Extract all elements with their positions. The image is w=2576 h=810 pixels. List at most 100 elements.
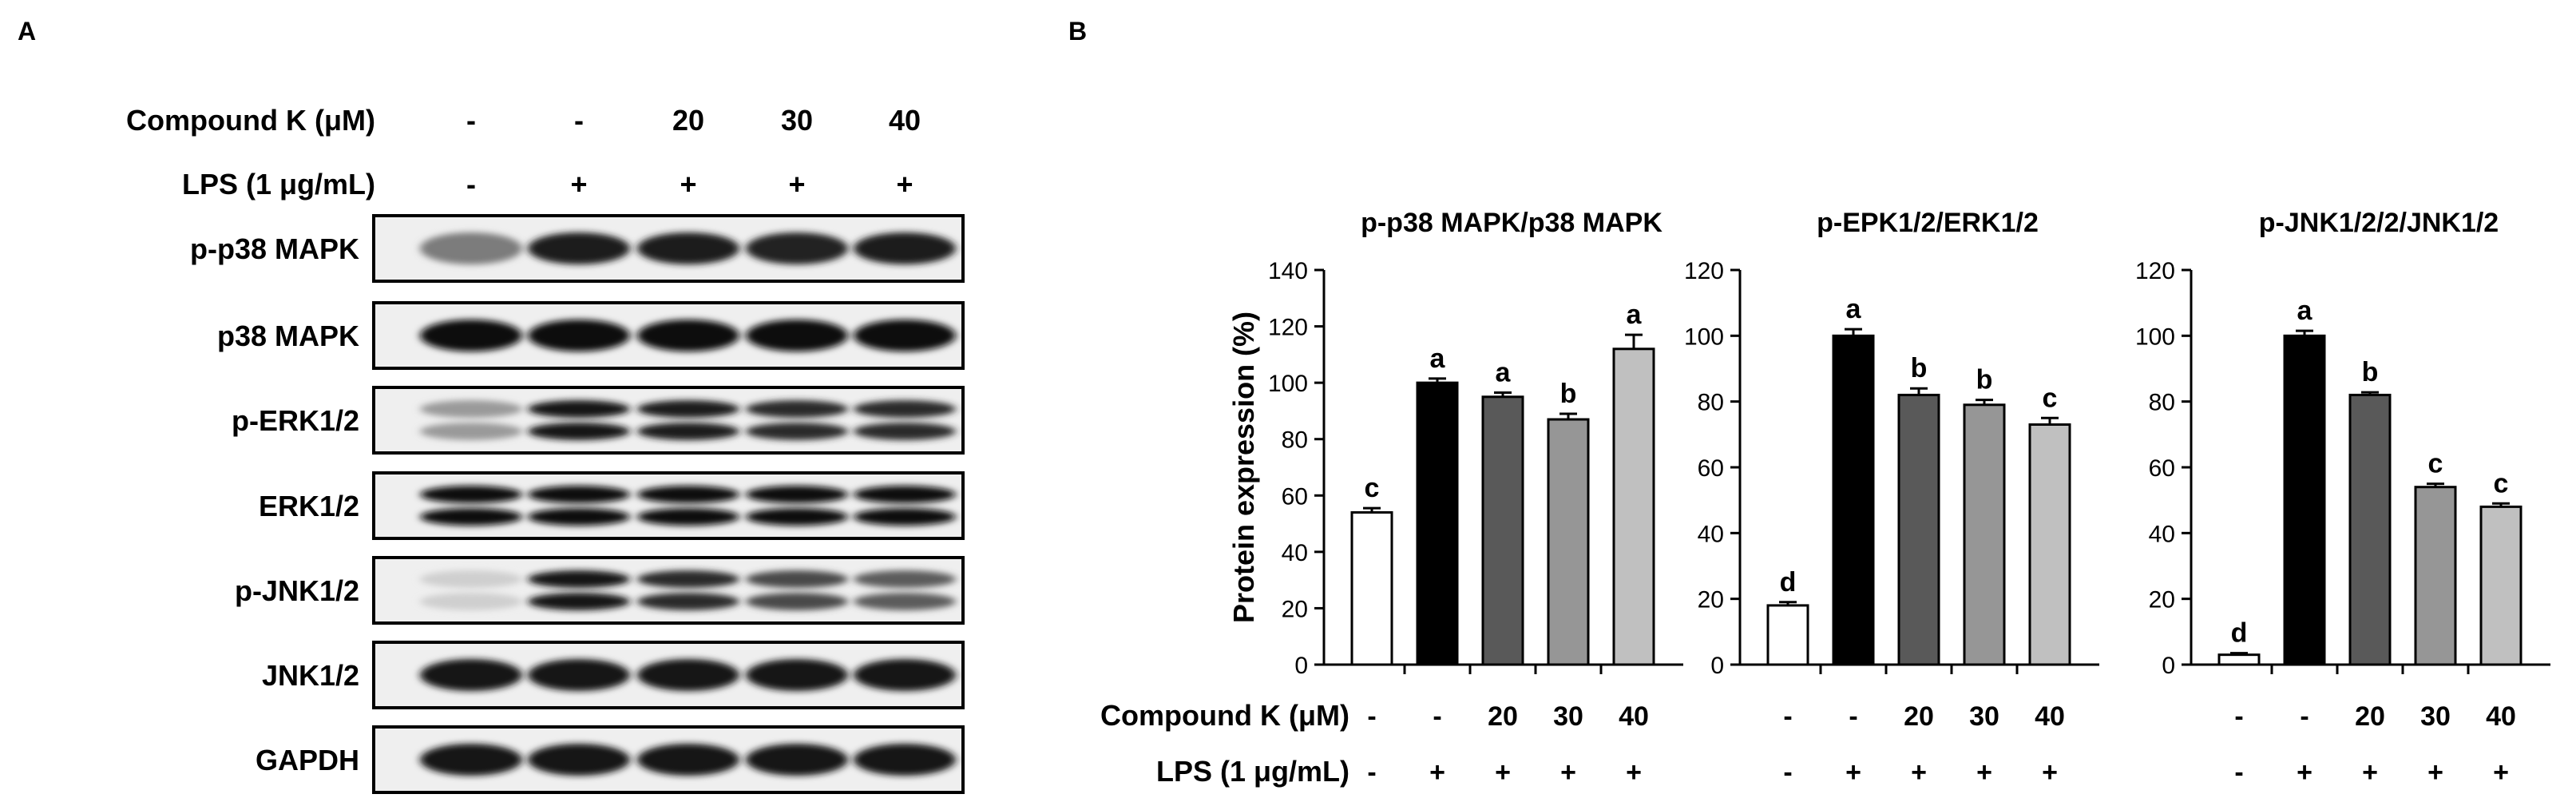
- blot-band-upper: [420, 570, 522, 588]
- bar: [1963, 403, 2006, 666]
- treatment-value: -: [574, 104, 584, 137]
- treatment-value: -: [2300, 701, 2308, 732]
- blot-band-lower: [637, 593, 739, 610]
- blot-band-lower: [528, 423, 630, 440]
- treatment-value: 40: [2486, 701, 2516, 732]
- significance-letter: d: [1780, 567, 1797, 598]
- bar-chart-3: p-JNK1/2/2/JNK1/2 0 20 40 60 80 100 120 d a b c c - - 2…: [2135, 208, 2550, 788]
- bar: [2217, 653, 2261, 666]
- blot-band-lower: [528, 508, 630, 526]
- treatment-value: 30: [1553, 701, 1583, 732]
- y-tick-label: 80: [2149, 390, 2175, 416]
- blot-band-upper: [637, 400, 739, 418]
- significance-letter: a: [2297, 296, 2313, 326]
- significance-letter: a: [1430, 343, 1446, 374]
- significance-letter: a: [1846, 294, 1862, 324]
- blot-row: p38 MAPK: [217, 301, 965, 370]
- bar: [2479, 505, 2522, 666]
- blot-band-upper: [854, 486, 956, 503]
- chart-title: p-JNK1/2/2/JNK1/2: [2259, 208, 2499, 238]
- significance-letter: c: [2494, 468, 2509, 498]
- treatment-value: 30: [2420, 701, 2451, 732]
- blot-band-upper: [854, 570, 956, 588]
- blot-band: [746, 320, 848, 351]
- y-tick-label: 80: [1282, 427, 1308, 454]
- compound-k-label: Compound K (μM): [1100, 699, 1349, 732]
- blot-band-lower: [746, 423, 848, 440]
- bar-chart-2: p-EPK1/2/ERK1/2 0 20 40 60 80 100 120 d a b b c - - 20 3…: [1684, 208, 2099, 788]
- treatment-value: 20: [1488, 701, 1518, 732]
- y-tick-label: 20: [2149, 587, 2175, 613]
- y-tick-label: 40: [2149, 521, 2175, 547]
- treatment-value: -: [2234, 701, 2243, 732]
- significance-letter: c: [2428, 449, 2443, 479]
- bar: [2028, 423, 2071, 666]
- treatment-value: +: [1560, 757, 1576, 788]
- blot-label: p-JNK1/2: [235, 574, 359, 607]
- treatment-value: +: [1626, 757, 1642, 788]
- treatment-value: +: [1911, 757, 1927, 788]
- panel-a-label: A: [18, 17, 36, 46]
- blot-band-lower: [420, 508, 522, 526]
- blot-row: p-p38 MAPK: [190, 214, 965, 283]
- lps-label: LPS (1 μg/mL): [1156, 755, 1349, 788]
- blot-label: p38 MAPK: [217, 320, 359, 352]
- bar: [1897, 393, 1940, 666]
- significance-letter: a: [1627, 300, 1643, 330]
- blot-label: p-ERK1/2: [232, 404, 359, 437]
- blot-band: [528, 232, 630, 264]
- treatment-value: -: [466, 104, 476, 137]
- blot-band: [420, 659, 522, 691]
- panel-a-western-blot: A Compound K (μM) - - 20 30 40 LPS (1 μg/mL) - + +…: [18, 17, 965, 794]
- blot-band: [637, 744, 739, 776]
- treatment-value: +: [788, 168, 805, 201]
- blot-band-lower: [854, 423, 956, 440]
- bar: [1612, 347, 1655, 666]
- y-tick-label: 0: [2162, 653, 2175, 679]
- y-tick-label: 60: [1282, 483, 1308, 510]
- blot-row: p-ERK1/2: [232, 386, 965, 455]
- y-tick-label: 60: [1698, 455, 1724, 482]
- blot-band: [637, 232, 739, 264]
- treatment-value: -: [466, 168, 476, 201]
- blot-row: ERK1/2: [259, 471, 965, 540]
- y-tick-label: 60: [2149, 455, 2175, 482]
- bar-chart-1: p-p38 MAPK/p38 MAPK 0 20 40 60 80 100 120 140 Pro…: [1227, 208, 1683, 788]
- y-tick-label: 40: [1698, 521, 1724, 547]
- treatment-value: 20: [2355, 701, 2385, 732]
- y-tick-label: 140: [1268, 258, 1308, 284]
- blot-band-lower: [854, 508, 956, 526]
- bar: [1416, 381, 1459, 666]
- significance-letter: b: [1560, 379, 1577, 409]
- blot-band: [528, 320, 630, 351]
- blot-band-lower: [637, 423, 739, 440]
- bar: [2414, 486, 2457, 666]
- y-tick-label: 100: [1684, 324, 1724, 350]
- significance-letter: c: [1365, 473, 1380, 503]
- treatment-value: -: [1783, 701, 1792, 732]
- blot-band: [854, 659, 956, 691]
- y-tick-label: 20: [1698, 587, 1724, 613]
- blot-band-upper: [637, 570, 739, 588]
- blot-band: [746, 232, 848, 264]
- blot-band-upper: [528, 486, 630, 503]
- blot-band-lower: [420, 593, 522, 610]
- treatment-value: 40: [889, 104, 921, 137]
- bar: [1547, 418, 1590, 666]
- blot-band-lower: [746, 593, 848, 610]
- blot-label: ERK1/2: [259, 490, 359, 522]
- y-tick-label: 100: [1268, 371, 1308, 397]
- y-tick-label: 120: [1268, 315, 1308, 341]
- blot-label: p-p38 MAPK: [190, 232, 359, 265]
- treatment-value: +: [1845, 757, 1861, 788]
- blot-band-upper: [854, 400, 956, 418]
- blot-row: GAPDH: [256, 725, 965, 794]
- blot-row: JNK1/2: [262, 641, 965, 709]
- y-axis-label: Protein expression (%): [1227, 312, 1260, 623]
- treatment-value: -: [2234, 757, 2243, 788]
- blot-band: [637, 659, 739, 691]
- bar: [1766, 604, 1809, 666]
- significance-letter: b: [2362, 357, 2379, 387]
- significance-letter: b: [1911, 353, 1928, 383]
